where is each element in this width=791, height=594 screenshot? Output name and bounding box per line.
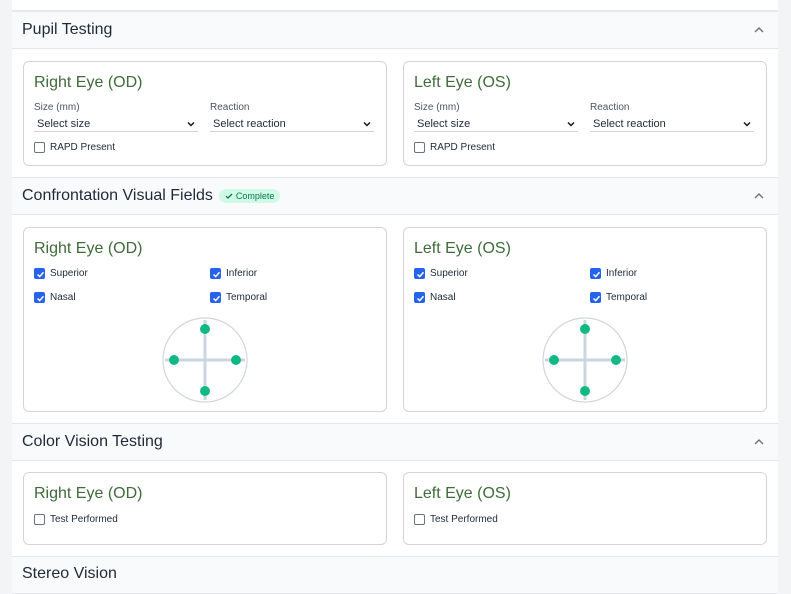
temporal-label: Temporal <box>226 292 268 303</box>
section-title: Color Vision Testing <box>22 433 163 450</box>
temporal-checkbox[interactable] <box>590 292 601 303</box>
left-eye-card: Left Eye (OS) Size (mm) Select size Reac… <box>403 61 767 166</box>
size-select[interactable]: Select size <box>414 116 578 132</box>
status-badge-label: Complete <box>235 191 275 201</box>
right-eye-card: Right Eye (OD) Test Performed <box>23 472 387 545</box>
inferior-label: Inferior <box>226 268 258 279</box>
previous-section-bottom <box>12 0 778 11</box>
rapd-checkbox[interactable] <box>34 142 45 153</box>
superior-label: Superior <box>50 268 88 279</box>
nasal-point <box>169 355 179 365</box>
chevron-up-icon[interactable] <box>752 23 766 37</box>
reaction-label: Reaction <box>590 102 630 113</box>
chevron-down-icon <box>363 121 371 127</box>
superior-point <box>580 324 590 334</box>
inferior-point <box>580 386 590 396</box>
color-vision-body: Right Eye (OD) Test Performed Left Eye (… <box>12 461 778 556</box>
card-title: Right Eye (OD) <box>34 74 143 91</box>
nasal-checkbox[interactable] <box>34 292 45 303</box>
right-eye-card: Right Eye (OD) Size (mm) Select size Rea… <box>23 61 387 166</box>
temporal-point <box>231 355 241 365</box>
inferior-point <box>200 386 210 396</box>
check-icon <box>225 193 233 199</box>
card-title: Right Eye (OD) <box>34 240 143 257</box>
section-title: Pupil Testing <box>22 21 113 38</box>
left-eye-card: Left Eye (OS) Superior Inferior Nasal Te… <box>403 227 767 412</box>
size-select-value: Select size <box>417 117 471 130</box>
size-label: Size (mm) <box>34 102 80 113</box>
superior-checkbox[interactable] <box>414 268 425 279</box>
chevron-down-icon <box>567 121 575 127</box>
visual-field-diagram <box>162 317 248 403</box>
check-icon <box>416 295 425 302</box>
visual-fields-body: Right Eye (OD) Superior Inferior Nasal T… <box>12 215 778 423</box>
test-performed-checkbox[interactable] <box>34 514 45 525</box>
inferior-label: Inferior <box>606 268 638 279</box>
chevron-down-icon <box>187 121 195 127</box>
rapd-label: RAPD Present <box>50 142 116 153</box>
size-label: Size (mm) <box>414 102 460 113</box>
status-badge: Complete <box>218 189 281 203</box>
check-icon <box>212 295 221 302</box>
rapd-label: RAPD Present <box>430 142 496 153</box>
nasal-checkbox[interactable] <box>414 292 425 303</box>
chevron-up-icon[interactable] <box>752 189 766 203</box>
reaction-select-value: Select reaction <box>593 117 666 130</box>
inferior-checkbox[interactable] <box>590 268 601 279</box>
card-title: Left Eye (OS) <box>414 74 511 91</box>
visual-field-diagram <box>542 317 628 403</box>
reaction-select[interactable]: Select reaction <box>590 116 754 132</box>
pupil-testing-body: Right Eye (OD) Size (mm) Select size Rea… <box>12 49 778 177</box>
left-eye-card: Left Eye (OS) Test Performed <box>403 472 767 545</box>
card-title: Right Eye (OD) <box>34 485 143 502</box>
check-icon <box>416 271 425 278</box>
nasal-point <box>549 355 559 365</box>
size-select[interactable]: Select size <box>34 116 198 132</box>
chevron-up-icon[interactable] <box>752 435 766 449</box>
visual-fields-header[interactable]: Confrontation Visual Fields Complete <box>12 177 778 215</box>
card-title: Left Eye (OS) <box>414 240 511 257</box>
check-icon <box>592 295 601 302</box>
temporal-checkbox[interactable] <box>210 292 221 303</box>
card-title: Left Eye (OS) <box>414 485 511 502</box>
reaction-select[interactable]: Select reaction <box>210 116 374 132</box>
check-icon <box>36 295 45 302</box>
size-select-value: Select size <box>37 117 91 130</box>
check-icon <box>592 271 601 278</box>
color-vision-header[interactable]: Color Vision Testing <box>12 423 778 461</box>
check-icon <box>212 271 221 278</box>
rapd-checkbox[interactable] <box>414 142 425 153</box>
test-performed-label: Test Performed <box>430 514 498 525</box>
test-performed-label: Test Performed <box>50 514 118 525</box>
right-eye-card: Right Eye (OD) Superior Inferior Nasal T… <box>23 227 387 412</box>
check-icon <box>36 271 45 278</box>
inferior-checkbox[interactable] <box>210 268 221 279</box>
temporal-point <box>611 355 621 365</box>
superior-label: Superior <box>430 268 468 279</box>
nasal-label: Nasal <box>50 292 76 303</box>
pupil-testing-header[interactable]: Pupil Testing <box>12 11 778 49</box>
superior-checkbox[interactable] <box>34 268 45 279</box>
section-title: Confrontation Visual Fields <box>22 187 213 204</box>
reaction-select-value: Select reaction <box>213 117 286 130</box>
temporal-label: Temporal <box>606 292 648 303</box>
stereo-vision-header[interactable]: Stereo Vision <box>12 556 778 594</box>
nasal-label: Nasal <box>430 292 456 303</box>
superior-point <box>200 324 210 334</box>
test-performed-checkbox[interactable] <box>414 514 425 525</box>
section-title: Stereo Vision <box>22 565 117 582</box>
chevron-down-icon <box>743 121 751 127</box>
reaction-label: Reaction <box>210 102 250 113</box>
